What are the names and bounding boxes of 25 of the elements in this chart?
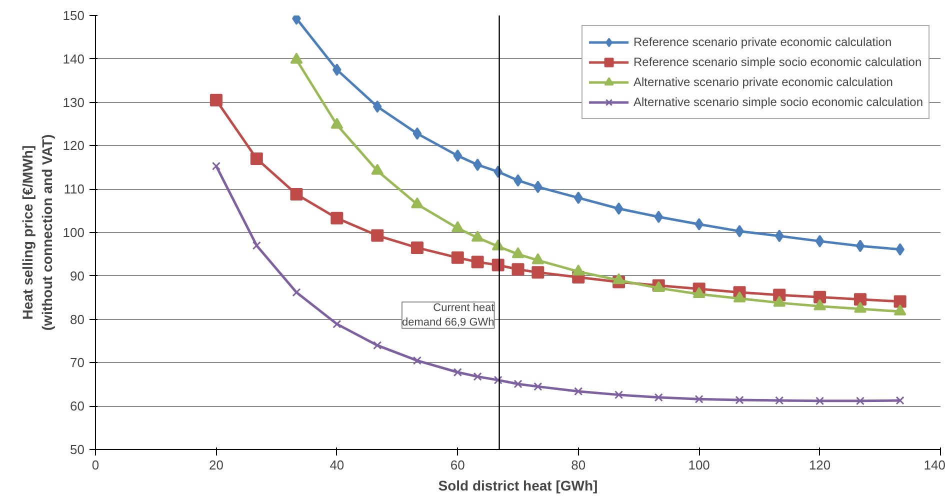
- x-tick-label: 0: [92, 458, 100, 472]
- y-tick-label: 70: [70, 355, 85, 370]
- y-tick-label: 110: [64, 182, 85, 197]
- y-tick-label: 140: [62, 51, 85, 66]
- x-tick-label: 120: [808, 458, 831, 472]
- y-tick-label: 120: [62, 138, 85, 154]
- y-tick-label: 60: [70, 398, 85, 414]
- x-axis-title: Sold district heat [GWh]: [438, 478, 598, 494]
- y-tick-label: 50: [70, 442, 85, 457]
- x-tick-label: 80: [571, 458, 586, 472]
- y-tick-label: 100: [62, 225, 85, 240]
- x-tick-label: 20: [208, 458, 224, 472]
- legend-label: Reference scenario simple socio economic calculation: [634, 55, 922, 69]
- x-tick-label: 140: [924, 458, 945, 472]
- x-tick-label: 100: [688, 458, 710, 472]
- y-axis-title: Heat selling price [€/MWh] (without connection and VAT): [20, 134, 55, 331]
- y-tick-label: 90: [70, 268, 85, 284]
- legend-label: Alternative scenario simple socio economic calculation: [634, 95, 923, 109]
- x-tick-label: 60: [450, 458, 465, 472]
- y-tick-label: 80: [70, 312, 85, 327]
- y-tick-label: 130: [62, 94, 85, 110]
- legend-label: Alternative scenario private economic calculation: [634, 75, 893, 89]
- legend-label: Reference scenario private economic calculation: [634, 35, 892, 49]
- y-tick-label: 150: [62, 8, 85, 23]
- x-tick-label: 40: [330, 458, 344, 472]
